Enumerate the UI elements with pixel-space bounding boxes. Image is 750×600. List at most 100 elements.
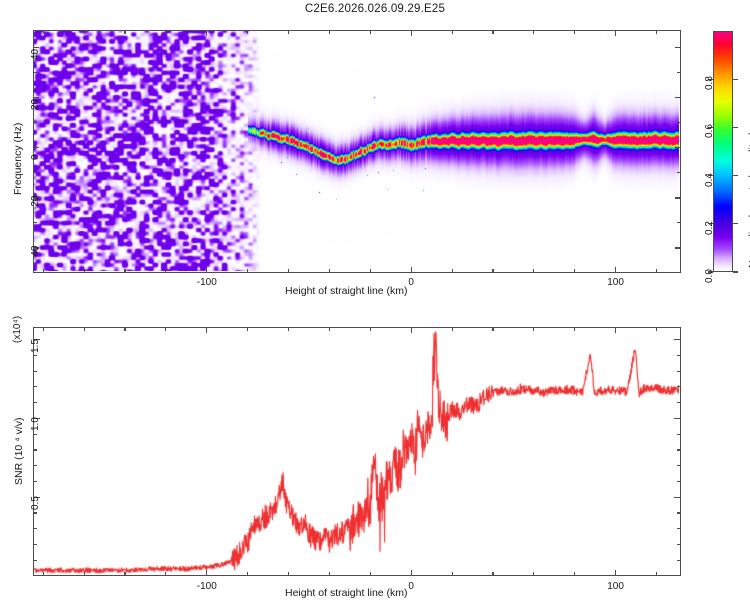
snr-x-tick [410, 570, 412, 576]
spectrogram-x-minor-tick [124, 30, 126, 34]
snr-x-minor-tick [124, 327, 126, 331]
snr-x-minor-tick [655, 327, 658, 331]
snr-y-minor-tick [33, 543, 37, 546]
colorbar-tick [733, 271, 738, 273]
snr-x-tick [614, 570, 617, 576]
colorbar-tick [708, 271, 713, 273]
snr-y-tick [33, 417, 40, 420]
snr-x-minor-tick [492, 572, 494, 576]
snr-x-minor-tick [369, 572, 371, 576]
colorbar-tick [733, 126, 738, 128]
spectrogram-panel [33, 30, 681, 273]
snr-x-minor-tick [124, 572, 126, 576]
snr-x-minor-tick [328, 327, 330, 331]
snr-y-minor-tick [677, 543, 681, 546]
snr-x-tick [206, 327, 208, 333]
spectrogram-x-minor-tick [574, 30, 576, 34]
snr-x-tick-label: 0 [408, 581, 414, 592]
spectrogram-x-tick [206, 267, 208, 273]
snr-y-tick [33, 496, 40, 498]
spectrogram-y-tick-label: 0 [30, 154, 41, 160]
spectrogram-x-minor-tick [42, 269, 44, 273]
colorbar-tick [733, 223, 738, 225]
spectrogram-y-tick-label: 20 [30, 98, 41, 110]
snr-y-minor-tick [677, 386, 681, 388]
snr-y-tick [674, 339, 681, 341]
snr-x-minor-tick [247, 327, 249, 331]
colorbar-tick [708, 78, 713, 80]
colorbar [713, 31, 733, 272]
spectrogram-y-tick [675, 97, 681, 99]
colorbar-tick-label: 0.0 [704, 269, 715, 283]
spectrogram-x-minor-tick [655, 269, 658, 273]
spectrogram-y-tick [33, 247, 39, 249]
snr-x-minor-tick [451, 572, 453, 576]
snr-y-minor-tick [33, 370, 37, 372]
spectrogram-y-axis-label: Frequency (Hz) [12, 122, 24, 195]
snr-plot-area [34, 328, 680, 575]
snr-y-tick-label: 0.5 [30, 496, 41, 511]
spectrogram-y-tick-label: 40 [30, 48, 41, 60]
spectrogram-x-minor-tick [492, 269, 494, 273]
snr-x-minor-tick [288, 572, 290, 576]
spectrogram-x-minor-tick [369, 30, 371, 34]
spectrogram-x-minor-tick [369, 269, 371, 273]
spectrogram-x-tick-label: 100 [607, 277, 624, 288]
snr-x-axis-label: Height of straight line (km) [285, 587, 408, 599]
snr-x-minor-tick [533, 572, 535, 576]
snr-y-minor-tick [677, 480, 681, 483]
snr-y-minor-tick [677, 354, 681, 356]
spectrogram-y-tick [33, 197, 39, 199]
snr-exponent-label: (x10⁴) [12, 315, 23, 343]
snr-y-minor-tick [677, 449, 681, 451]
spectrogram-y-minor-tick [33, 172, 37, 174]
snr-x-tick [614, 327, 617, 333]
spectrogram-x-axis-label: Height of straight line (km) [285, 285, 408, 297]
snr-y-minor-tick [677, 528, 681, 530]
spectrogram-plot-area [34, 31, 680, 272]
colorbar-tick-label: 0.6 [704, 124, 715, 139]
spectrogram-x-tick [614, 30, 617, 36]
snr-x-minor-tick [655, 572, 658, 576]
spectrogram-x-tick [410, 267, 412, 273]
figure-title: C2E6.2026.026.09.29.E25 [304, 3, 446, 15]
snr-x-minor-tick [247, 572, 249, 576]
snr-y-minor-tick [33, 402, 37, 404]
spectrogram-x-tick [206, 30, 208, 36]
spectrogram-x-minor-tick [492, 30, 494, 34]
spectrogram-y-tick [675, 197, 681, 199]
spectrogram-y-minor-tick [677, 72, 681, 74]
colorbar-tick [708, 175, 713, 177]
spectrogram-x-minor-tick [42, 30, 44, 34]
spectrogram-x-minor-tick [165, 269, 167, 273]
snr-panel [33, 327, 681, 576]
snr-x-minor-tick [83, 572, 85, 576]
spectrogram-x-minor-tick [124, 269, 126, 273]
snr-y-minor-tick [33, 386, 37, 388]
spectrogram-y-minor-tick [677, 172, 681, 174]
spectrogram-x-minor-tick [655, 30, 658, 34]
spectrogram-x-minor-tick [328, 269, 330, 273]
snr-y-minor-tick [33, 449, 37, 451]
snr-x-minor-tick [492, 327, 494, 331]
colorbar-tick [733, 78, 738, 80]
snr-y-minor-tick [33, 465, 37, 467]
colorbar-tick-label: 0.4 [704, 172, 715, 187]
spectrogram-x-minor-tick [533, 30, 535, 34]
spectrogram-x-minor-tick [451, 30, 453, 34]
snr-x-minor-tick [533, 327, 535, 331]
spectrogram-y-tick [33, 46, 39, 49]
spectrogram-y-minor-tick [33, 72, 37, 74]
snr-y-minor-tick [677, 433, 681, 435]
spectrogram-y-tick [675, 46, 681, 49]
spectrogram-x-minor-tick [288, 30, 290, 34]
spectrogram-x-minor-tick [247, 269, 249, 273]
snr-x-minor-tick [328, 572, 330, 576]
snr-x-minor-tick [451, 327, 453, 331]
spectrogram-x-minor-tick [574, 269, 576, 273]
snr-y-minor-tick [677, 465, 681, 467]
snr-y-minor-tick [33, 354, 37, 356]
spectrogram-x-tick [614, 267, 617, 273]
snr-x-minor-tick [165, 327, 167, 331]
snr-y-tick-label: 1.0 [30, 417, 41, 432]
